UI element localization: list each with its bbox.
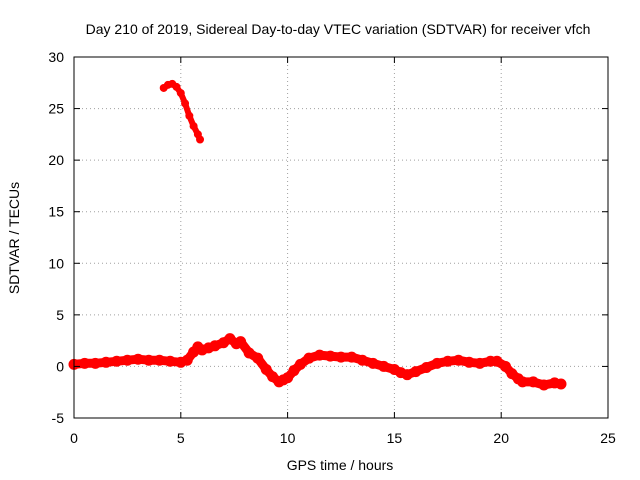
data-point <box>410 366 422 378</box>
data-point <box>491 355 503 367</box>
data-point <box>282 372 294 384</box>
data-point <box>79 357 91 369</box>
x-tick-label: 15 <box>387 430 403 446</box>
data-point <box>452 354 464 366</box>
data-point <box>196 135 205 144</box>
data-point <box>401 369 413 381</box>
data-point <box>172 82 181 91</box>
tick-layer: 0 5 10 15 20 25 -5 0 5 10 15 20 25 30 <box>48 49 616 446</box>
y-tick-label: 5 <box>56 307 64 323</box>
data-point <box>153 354 165 366</box>
data-point <box>111 355 123 367</box>
data-point <box>189 122 198 131</box>
data-point <box>181 354 193 366</box>
data-point <box>346 351 358 363</box>
data-point <box>185 111 194 120</box>
data-point <box>314 349 326 361</box>
data-point <box>499 360 511 372</box>
chart-title: Day 210 of 2019, Sidereal Day-to-day VTE… <box>86 21 591 37</box>
grid-layer <box>74 57 608 418</box>
y-tick-label: 20 <box>48 152 64 168</box>
data-point <box>181 99 190 108</box>
data-point <box>176 89 185 98</box>
y-tick-label: 15 <box>48 204 64 220</box>
data-point <box>474 357 486 369</box>
data-point <box>463 356 475 368</box>
x-tick-label: 20 <box>493 430 509 446</box>
data-point <box>209 340 221 352</box>
data-point <box>164 355 176 367</box>
data-point <box>367 357 379 369</box>
y-tick-label: 25 <box>48 101 64 117</box>
data-point <box>324 350 336 362</box>
data-point <box>294 358 306 370</box>
x-axis-label: GPS time / hours <box>287 457 394 473</box>
data-point <box>132 353 144 365</box>
data-point <box>143 354 155 366</box>
x-tick-label: 5 <box>177 430 185 446</box>
series-main-band <box>68 333 567 391</box>
plot-frame <box>73 56 609 419</box>
data-point <box>303 352 315 364</box>
data-point <box>431 357 443 369</box>
x-tick-label: 0 <box>70 430 78 446</box>
y-tick-label: 10 <box>48 255 64 271</box>
x-tick-label: 25 <box>600 430 616 446</box>
data-point <box>538 379 550 391</box>
data-point <box>243 347 255 359</box>
series-satellite-arc-high <box>159 79 205 144</box>
data-point <box>527 376 539 388</box>
data-point <box>420 361 432 373</box>
data-point <box>260 364 272 376</box>
data-point <box>442 355 454 367</box>
x-tick-label: 10 <box>280 430 296 446</box>
data-layer <box>68 79 567 391</box>
data-point <box>235 336 247 348</box>
y-tick-label: 0 <box>56 358 64 374</box>
y-tick-label: -5 <box>52 410 65 426</box>
data-point <box>356 354 368 366</box>
data-point <box>121 354 133 366</box>
data-point <box>100 356 112 368</box>
y-tick-label: 30 <box>48 49 64 65</box>
data-point <box>89 357 101 369</box>
y-axis-label: SDTVAR / TECUs <box>6 182 22 294</box>
data-point <box>555 378 567 390</box>
data-point <box>517 376 529 388</box>
data-point <box>252 352 264 364</box>
data-point <box>335 351 347 363</box>
data-point <box>378 360 390 372</box>
